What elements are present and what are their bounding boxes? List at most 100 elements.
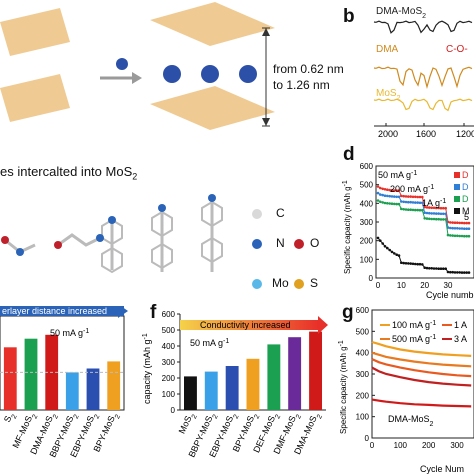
rate-point xyxy=(435,212,438,215)
rate-point xyxy=(386,202,389,205)
bar-category-label-sub: 2 xyxy=(274,413,282,420)
rate-point xyxy=(465,234,468,238)
rate-point xyxy=(460,221,464,225)
cycle-series-line xyxy=(371,358,472,378)
bar-category-label-sub: 2 xyxy=(190,413,198,420)
rate-point xyxy=(395,202,398,206)
distance-text-2: to 1.26 nm xyxy=(273,78,330,92)
rate-legend-swatch xyxy=(454,172,460,178)
rate-point xyxy=(467,221,471,225)
rate-point xyxy=(442,206,445,210)
rate-point xyxy=(421,201,424,205)
rate-point xyxy=(451,221,454,224)
interlayer-distance-marker xyxy=(262,27,270,127)
rate-y-axis-label: Specific capacity (mAh g-1 xyxy=(342,180,353,274)
rate-point xyxy=(388,248,391,252)
rate-point xyxy=(400,194,403,198)
rate-point xyxy=(437,267,440,270)
bar-y-axis-label: capacity (mAh g-1 xyxy=(142,333,153,404)
bar xyxy=(86,368,100,410)
ftir-x-tick-label: 1200 xyxy=(456,129,474,139)
rate-point xyxy=(458,227,461,230)
intercalant-sphere xyxy=(163,65,181,83)
rate-point xyxy=(411,195,415,199)
rate-point xyxy=(453,221,457,224)
rate-point xyxy=(449,221,452,224)
ftir-label-mos2-main: MoS xyxy=(376,88,397,99)
cycle-y-axis-label-main: Specific capacity (mAh g xyxy=(339,346,348,434)
rate-point xyxy=(388,194,391,198)
rate-point xyxy=(414,195,417,199)
cycle-y-tick-label: 200 xyxy=(356,391,370,400)
bar-y-tick-label: 500 xyxy=(162,326,176,335)
ftir-x-tick-label: 1600 xyxy=(416,129,436,139)
bar-category-label: S2 xyxy=(2,411,18,426)
rate-point xyxy=(437,217,440,221)
bar xyxy=(3,347,17,410)
rate-point xyxy=(383,194,387,197)
bar xyxy=(65,372,79,410)
rate-legend-label: D xyxy=(462,170,469,180)
rate-point xyxy=(397,254,401,257)
cycle-y-tick-label: 400 xyxy=(356,349,370,358)
rate-point xyxy=(439,267,443,270)
panel-f-bar-chart: MoS2BBPY-MoS2EBPY-MoS2BPY-MoS2DEF-MoS2DM… xyxy=(142,310,328,459)
panel-c-caption-sub: 2 xyxy=(132,171,138,182)
rate-point xyxy=(432,212,436,215)
rate-point xyxy=(395,253,398,256)
atom-legend: C N O Mo S xyxy=(246,198,330,308)
rate-point xyxy=(446,233,450,237)
title-arrow-head xyxy=(118,306,128,318)
rate-point xyxy=(416,195,419,199)
rate-point xyxy=(463,234,466,238)
rate-point xyxy=(395,189,398,192)
bar-rate-label-sub: -1 xyxy=(223,338,229,345)
panel-letter-b: b xyxy=(343,6,355,27)
rate-x-axis-label: Cycle numb xyxy=(426,290,474,300)
intercalant-sphere xyxy=(116,58,128,70)
panel-letter-d: d xyxy=(343,144,355,165)
legend-s-dot xyxy=(294,278,304,289)
rate-point xyxy=(453,234,457,238)
rate-point xyxy=(402,200,405,204)
rate-point xyxy=(451,270,454,274)
rate-point xyxy=(453,227,457,230)
rate-point xyxy=(432,267,436,270)
bar-category-label-sub: 2 xyxy=(52,413,60,420)
rate-point xyxy=(467,234,471,238)
rate-point xyxy=(456,271,459,274)
rate-legend-swatch xyxy=(454,208,460,214)
pyridine-rings xyxy=(101,200,223,274)
ftir-annotation: C-O- xyxy=(446,44,468,55)
cycle-legend-label-sub: -1 xyxy=(430,334,436,341)
rate-point xyxy=(386,188,389,191)
rate-y-tick-label: 100 xyxy=(360,255,374,264)
cycle-legend-label: 100 mA g-1 xyxy=(392,320,436,331)
rate-point xyxy=(416,262,419,266)
bar-y-tick-label: 400 xyxy=(162,342,176,351)
rate-point xyxy=(397,189,401,192)
bar-y-axis-label-main: capacity (mAh g xyxy=(142,339,152,404)
rate-y-tick-label: 0 xyxy=(369,274,374,283)
rate-point xyxy=(437,206,440,210)
bar xyxy=(246,358,260,410)
legend-c: C xyxy=(252,206,285,220)
rate-point xyxy=(390,250,394,254)
rate-point xyxy=(425,266,429,270)
rate-point xyxy=(414,201,417,204)
rate-point xyxy=(418,201,422,205)
legend-c-label: C xyxy=(276,206,285,220)
rate-point xyxy=(428,267,431,270)
legend-n: N xyxy=(252,236,285,250)
rate-point xyxy=(430,267,433,270)
rate-point xyxy=(393,202,396,206)
rate-point xyxy=(463,221,466,225)
rate-point xyxy=(386,194,389,198)
rate-point xyxy=(379,186,382,190)
rate-point xyxy=(430,217,433,221)
rate-point xyxy=(465,227,468,230)
rate-point xyxy=(425,217,429,220)
rate-label: 5 xyxy=(464,212,469,222)
bar-rate-label: 50 mA g-1 xyxy=(50,328,89,339)
